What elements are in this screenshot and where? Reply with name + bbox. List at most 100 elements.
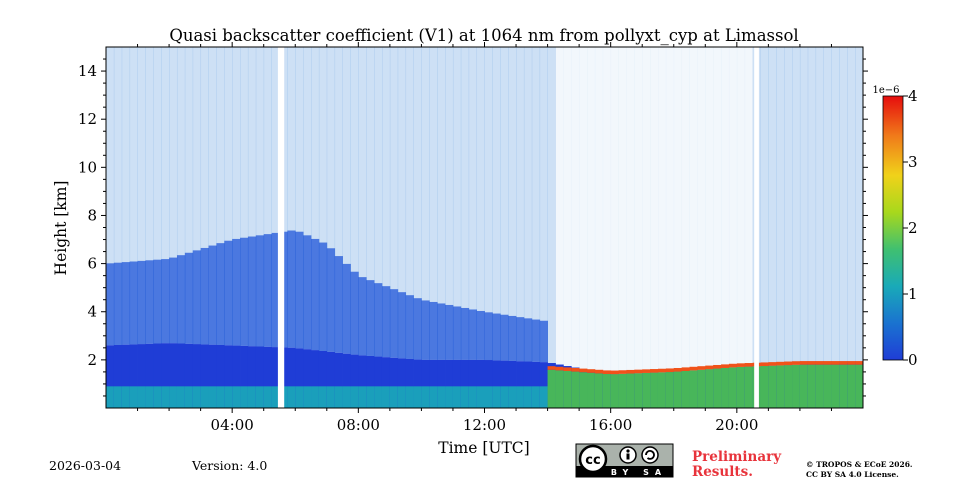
- aerosol-layer-band: [389, 289, 399, 358]
- boundary-layer-band: [106, 345, 115, 408]
- surface-layer-band: [776, 365, 785, 408]
- surface-layer-band: [736, 366, 746, 408]
- surface-layer-band: [523, 386, 533, 408]
- surface-layer-band: [303, 386, 312, 408]
- aerosol-layer-band: [468, 309, 478, 360]
- noise-band: [594, 47, 604, 373]
- noise-band: [271, 47, 280, 348]
- cloud-base-band: [721, 364, 730, 368]
- aerosol-layer-band: [334, 256, 343, 353]
- cloud-base-band: [705, 365, 714, 370]
- surface-layer-band: [547, 369, 556, 408]
- aerosol-layer-band: [508, 315, 517, 361]
- cc-icon-text: cc: [585, 453, 600, 468]
- boundary-layer-band: [216, 344, 225, 408]
- surface-layer-band: [855, 364, 863, 408]
- cloud-base-band: [776, 361, 785, 366]
- boundary-layer-band: [476, 359, 485, 408]
- noise-band: [721, 47, 730, 368]
- surface-layer-band: [539, 386, 548, 408]
- chart-title: Quasi backscatter coefficient (V1) at 10…: [169, 26, 798, 45]
- noise-band: [587, 47, 596, 371]
- surface-layer-band: [224, 386, 233, 408]
- y-tick-label: 8: [87, 206, 97, 224]
- boundary-layer-band: [287, 347, 296, 408]
- aerosol-layer-band: [303, 235, 312, 350]
- aerosol-layer-band: [224, 240, 233, 346]
- noise-band: [626, 47, 635, 374]
- x-axis: 04:00 08:00 12:00 16:00 20:00: [137, 42, 832, 434]
- noise-band: [523, 47, 533, 362]
- noise-band: [579, 47, 588, 370]
- surface-layer-band: [389, 386, 399, 408]
- cloud-base-band: [689, 366, 698, 371]
- noise-band: [232, 47, 241, 346]
- cloud-base-band: [839, 361, 848, 365]
- x-tick-label: 08:00: [337, 416, 380, 434]
- cloud-base-band: [792, 361, 801, 365]
- cloud-base-band: [744, 363, 754, 367]
- aerosol-layer-band: [145, 260, 154, 344]
- surface-layer-band: [460, 386, 470, 408]
- surface-layer-band: [594, 373, 604, 408]
- noise-band: [176, 47, 186, 344]
- surface-layer-band: [121, 386, 131, 408]
- surface-layer-band: [831, 364, 840, 408]
- surface-layer-band: [823, 364, 832, 408]
- surface-layer-band: [192, 386, 202, 408]
- noise-band: [642, 47, 651, 373]
- boundary-layer-band: [350, 354, 359, 408]
- noise-band: [381, 47, 391, 358]
- data-gap: [754, 47, 759, 408]
- noise-band: [689, 47, 698, 371]
- noise-band: [413, 47, 422, 360]
- noise-band: [405, 47, 414, 359]
- noise-band: [618, 47, 627, 374]
- noise-band: [744, 47, 754, 367]
- aerosol-layer-band: [397, 292, 407, 359]
- cloud-base-band: [728, 363, 738, 368]
- colorbar-tick-label: 1: [908, 285, 918, 303]
- surface-layer-band: [334, 386, 343, 408]
- noise-band: [113, 47, 123, 345]
- surface-layer-band: [445, 386, 454, 408]
- cloud-base-band: [626, 369, 635, 374]
- noise-band: [437, 47, 446, 360]
- cloud-base-band: [602, 370, 612, 375]
- surface-layer-band: [500, 386, 509, 408]
- aerosol-layer-band: [445, 304, 454, 360]
- aerosol-layer-band: [350, 271, 359, 355]
- cloud-base-band: [760, 362, 769, 367]
- surface-layer-band: [792, 364, 801, 408]
- boundary-layer-band: [334, 352, 343, 408]
- surface-layer-band: [744, 366, 754, 408]
- aerosol-layer-band: [539, 320, 548, 363]
- boundary-layer-band: [429, 359, 438, 408]
- surface-layer-band: [263, 386, 272, 408]
- surface-layer-band: [563, 370, 572, 408]
- boundary-layer-band: [500, 360, 509, 408]
- noise-band: [634, 47, 643, 374]
- aerosol-layer-band: [255, 235, 265, 347]
- surface-layer-band: [184, 386, 194, 408]
- y-axis: 2 4 6 8 10 12 14: [78, 58, 868, 397]
- aerosol-layer-band: [240, 237, 249, 346]
- boundary-layer-band: [192, 344, 202, 408]
- surface-layer-band: [421, 386, 430, 408]
- noise-band: [224, 47, 233, 346]
- surface-layer-band: [350, 386, 359, 408]
- x-tick-label: 16:00: [589, 416, 632, 434]
- cloud-base-band: [673, 367, 683, 372]
- boundary-layer-band: [342, 353, 351, 408]
- aerosol-layer-band: [318, 242, 328, 351]
- noise-band: [184, 47, 194, 344]
- cloud-base-band: [736, 363, 746, 367]
- boundary-layer-band: [200, 344, 209, 408]
- boundary-layer-band: [247, 346, 257, 408]
- cloud-base-band: [799, 361, 809, 365]
- boundary-layer-band: [437, 359, 446, 408]
- y-tick-label: 12: [78, 110, 97, 128]
- aerosol-layer-band: [429, 301, 438, 360]
- aerosol-layer-band: [476, 310, 485, 360]
- cloud-base-band: [555, 366, 564, 371]
